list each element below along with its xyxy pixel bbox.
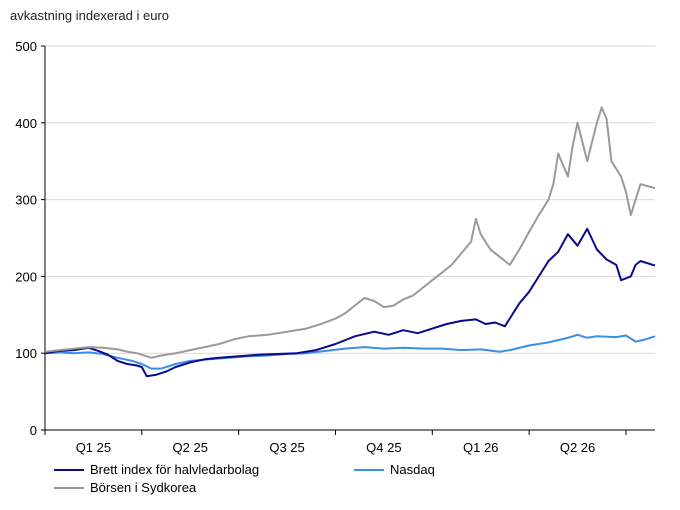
y-tick-label-0: 0 (30, 423, 37, 438)
legend-swatch-nasdaq (354, 468, 384, 471)
legend-swatch-korea (54, 486, 84, 489)
x-tick-label-1: Q1 25 (76, 440, 111, 455)
legend-item-nasdaq: Nasdaq (354, 462, 435, 477)
series-line-1 (44, 333, 656, 370)
y-tick-label-200: 200 (15, 269, 37, 284)
x-tick-label-3: Q3 25 (269, 440, 304, 455)
y-axis-title: avkastning indexerad i euro (10, 8, 169, 23)
y-tick-label-300: 300 (15, 193, 37, 208)
series-line-0 (44, 227, 656, 378)
y-tick-label-100: 100 (15, 346, 37, 361)
y-tick-label-400: 400 (15, 116, 37, 131)
x-tick-label-4: Q4 25 (366, 440, 401, 455)
x-tick-label-5: Q1 26 (463, 440, 498, 455)
legend-swatch-semiconductor (54, 468, 84, 471)
y-tick-label-500: 500 (15, 39, 37, 54)
legend-label-semiconductor: Brett index för halvledarbolag (90, 462, 260, 477)
line-chart: 0 100 200 300 400 500 Q1 25 Q2 25 Q3 25 Q4 25 Q1 2… (15, 39, 656, 455)
legend-label-korea: Börsen i Sydkorea (90, 480, 197, 495)
legend-label-nasdaq: Nasdaq (390, 462, 435, 477)
x-tick-label-2: Q2 25 (173, 440, 208, 455)
x-tick-label-6: Q2 26 (560, 440, 595, 455)
legend-item-semiconductor-index: Brett index för halvledarbolag (54, 462, 259, 477)
series-line-2 (44, 106, 656, 359)
legend-item-korea: Börsen i Sydkorea (54, 480, 196, 495)
